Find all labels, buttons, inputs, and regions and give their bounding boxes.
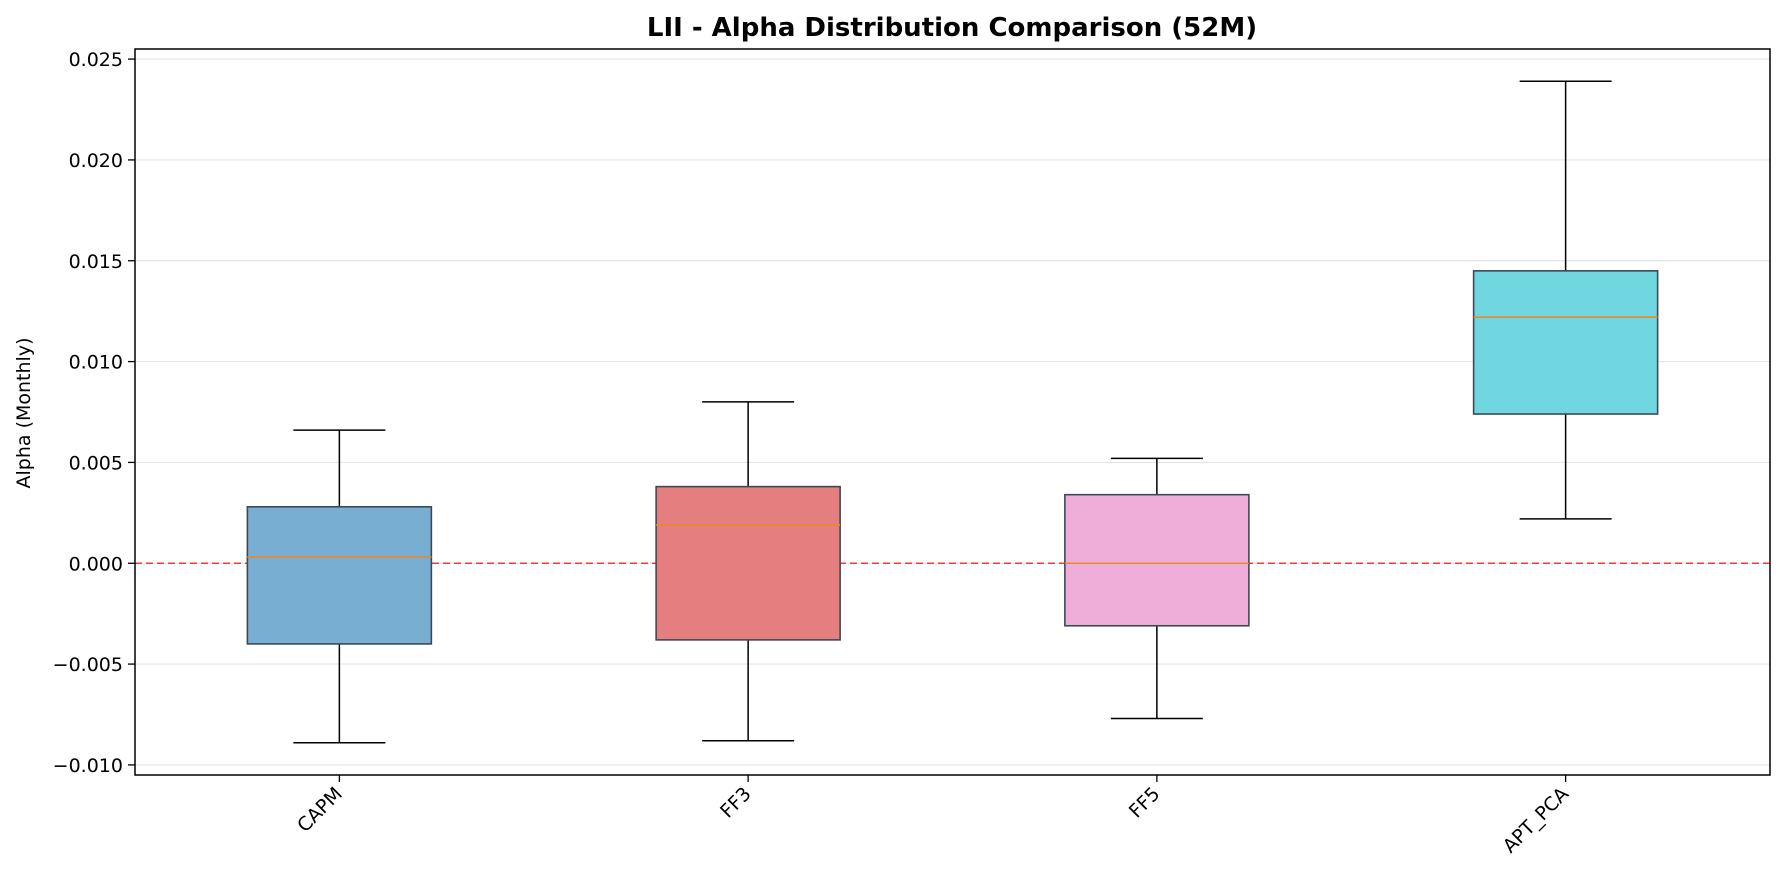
x-tick-label: APT_PCA <box>1499 783 1573 857</box>
y-tick-label: 0.000 <box>69 553 123 575</box>
y-axis-ticks: −0.010 −0.005 0.000 0.005 0.010 0.015 0.020 0.0… <box>53 49 135 777</box>
box-apt-pca <box>1472 80 1659 520</box>
y-tick-label: 0.025 <box>69 49 123 71</box>
x-tick-label: CAPM <box>293 783 347 837</box>
y-tick-label: 0.005 <box>69 452 123 474</box>
y-tick-label: 0.010 <box>69 352 123 374</box>
y-axis-label: Alpha (Monthly) <box>13 338 35 489</box>
y-tick-label: 0.015 <box>69 251 123 273</box>
box-capm <box>246 429 433 744</box>
iqr-box <box>246 505 433 645</box>
iqr-box <box>655 485 841 641</box>
iqr-box <box>1064 493 1250 627</box>
y-tick-label: 0.020 <box>69 150 123 172</box>
box-ff3 <box>655 401 841 742</box>
x-tick-label: FF5 <box>1125 783 1165 823</box>
y-tick-label: −0.005 <box>53 654 123 676</box>
iqr-box <box>1472 270 1659 415</box>
y-tick-label: −0.010 <box>53 755 123 777</box>
plot-frame <box>134 48 1771 776</box>
x-axis-ticks: CAPM FF3 FF5 APT_PCA <box>293 775 1573 857</box>
chart-title: LII - Alpha Distribution Comparison (52M… <box>647 13 1257 43</box>
x-tick-label: FF3 <box>716 783 756 823</box>
box-ff5 <box>1064 457 1250 720</box>
boxes <box>246 80 1659 744</box>
